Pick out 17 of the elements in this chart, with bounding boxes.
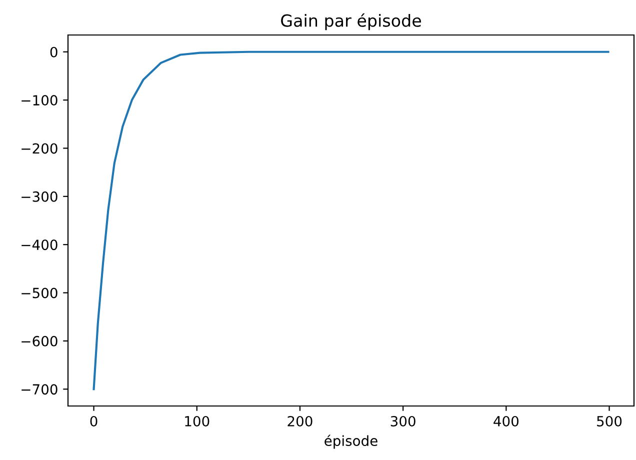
x-tick-label: 200 bbox=[288, 416, 312, 426]
line-series bbox=[92, 50, 610, 390]
x-tick-label: 300 bbox=[390, 416, 416, 426]
x-axis-title: épisode bbox=[324, 434, 378, 449]
x-tick-label: 0 bbox=[90, 416, 98, 426]
y-tick-label: −500 bbox=[22, 288, 58, 298]
y-tick-label: −100 bbox=[22, 95, 58, 106]
y-tick-label: 0 bbox=[50, 46, 58, 58]
y-tick-label: −700 bbox=[22, 384, 58, 395]
y-tick-label: −300 bbox=[22, 191, 58, 202]
y-tick-label: −400 bbox=[22, 240, 58, 250]
x-tick-label: 100 bbox=[185, 416, 210, 426]
y-tick-label: −600 bbox=[22, 336, 58, 346]
x-tick-label: 500 bbox=[597, 416, 622, 426]
x-tick-label: 400 bbox=[494, 416, 518, 426]
y-tick-label: −200 bbox=[22, 143, 58, 154]
chart-title: Gain par épisode bbox=[281, 13, 421, 30]
